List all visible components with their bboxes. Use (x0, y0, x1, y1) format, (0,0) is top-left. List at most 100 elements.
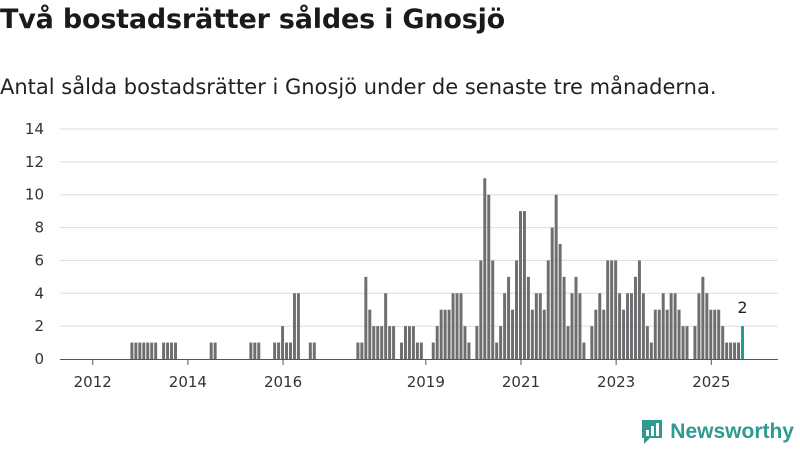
bar (534, 293, 538, 359)
bar (602, 309, 606, 359)
bar (162, 342, 166, 359)
bar (697, 293, 701, 359)
bar (392, 326, 396, 359)
bar (522, 211, 526, 359)
bar (729, 342, 733, 359)
bar (709, 309, 713, 359)
bar (677, 309, 681, 359)
bar (637, 260, 641, 359)
bar (249, 342, 253, 359)
bar (610, 260, 614, 359)
bar (645, 326, 649, 359)
bar (166, 342, 170, 359)
bar (308, 342, 312, 359)
bar (626, 293, 630, 359)
x-tick-label: 2014 (169, 373, 207, 390)
highlight-value-label: 2 (737, 298, 747, 317)
bar (582, 342, 586, 359)
bar (292, 293, 296, 359)
bar (633, 276, 637, 359)
bar (515, 260, 518, 359)
bar (538, 293, 542, 359)
y-tick-label: 0 (34, 350, 44, 368)
bar (467, 342, 471, 359)
bar (443, 309, 447, 359)
bar (388, 326, 392, 359)
bar (705, 293, 709, 359)
bar (174, 342, 177, 359)
y-tick-label: 6 (34, 251, 44, 269)
newsworthy-logo-icon (642, 420, 663, 444)
bar (411, 326, 415, 359)
bar (725, 342, 729, 359)
bar (376, 326, 380, 359)
bar (701, 276, 705, 359)
bar (277, 342, 281, 359)
x-tick-label: 2021 (502, 373, 540, 390)
bar (526, 276, 530, 359)
chart-title: Två bostadsrätter såldes i Gnosjö (0, 4, 506, 35)
bar (550, 227, 554, 359)
y-tick-label: 12 (25, 153, 44, 171)
bar (257, 342, 261, 359)
brand-name: Newsworthy (670, 420, 794, 443)
bar (419, 342, 423, 359)
x-tick-label: 2025 (692, 373, 730, 390)
y-tick-label: 4 (34, 284, 44, 302)
bar (134, 342, 138, 359)
bar (574, 276, 578, 359)
bar (431, 342, 435, 359)
bar (368, 309, 372, 359)
bar (622, 309, 626, 359)
bar (253, 342, 257, 359)
x-tick-label: 2023 (597, 373, 635, 390)
bar (562, 276, 566, 359)
bar (364, 276, 368, 359)
bar (459, 293, 463, 359)
bar (451, 293, 455, 359)
bar (281, 326, 285, 359)
bar-chart: 0 2 4 6 8 10 12 14 2012 2014 2016 2019 2021 2023 2025… (25, 120, 778, 390)
bar (590, 326, 594, 359)
bar (717, 309, 721, 359)
bar (435, 326, 439, 359)
bar (721, 326, 725, 359)
bar (475, 326, 479, 359)
bar (495, 342, 499, 359)
bar (641, 293, 645, 359)
bar (360, 342, 364, 359)
bar (447, 309, 451, 359)
x-tick-label: 2019 (407, 373, 445, 390)
bar (400, 342, 403, 359)
bar (630, 293, 633, 359)
y-tick-label: 10 (25, 186, 44, 204)
bar (685, 326, 689, 359)
bars (130, 178, 744, 359)
bar (681, 326, 685, 359)
bar (491, 260, 495, 359)
bar (372, 326, 376, 359)
bar (606, 260, 610, 359)
bar (657, 309, 661, 359)
bar (554, 194, 558, 359)
bar (499, 326, 503, 359)
bar (209, 342, 213, 359)
highlighted-bar (741, 326, 744, 359)
bar (598, 293, 602, 359)
bar (296, 293, 300, 359)
bar (415, 342, 419, 359)
bar (483, 178, 487, 359)
bar (289, 342, 292, 359)
bar (312, 342, 316, 359)
brand: Newsworthy (640, 418, 794, 446)
grid-lines (60, 128, 778, 327)
bar (713, 309, 717, 359)
bar (273, 342, 277, 359)
bar (558, 244, 562, 359)
bar (138, 342, 142, 359)
bar (578, 293, 582, 359)
x-tick-label: 2012 (74, 373, 112, 390)
bar (653, 309, 657, 359)
bar (356, 342, 360, 359)
x-axis-labels: 2012 2014 2016 2019 2021 2023 2025 (74, 359, 730, 390)
